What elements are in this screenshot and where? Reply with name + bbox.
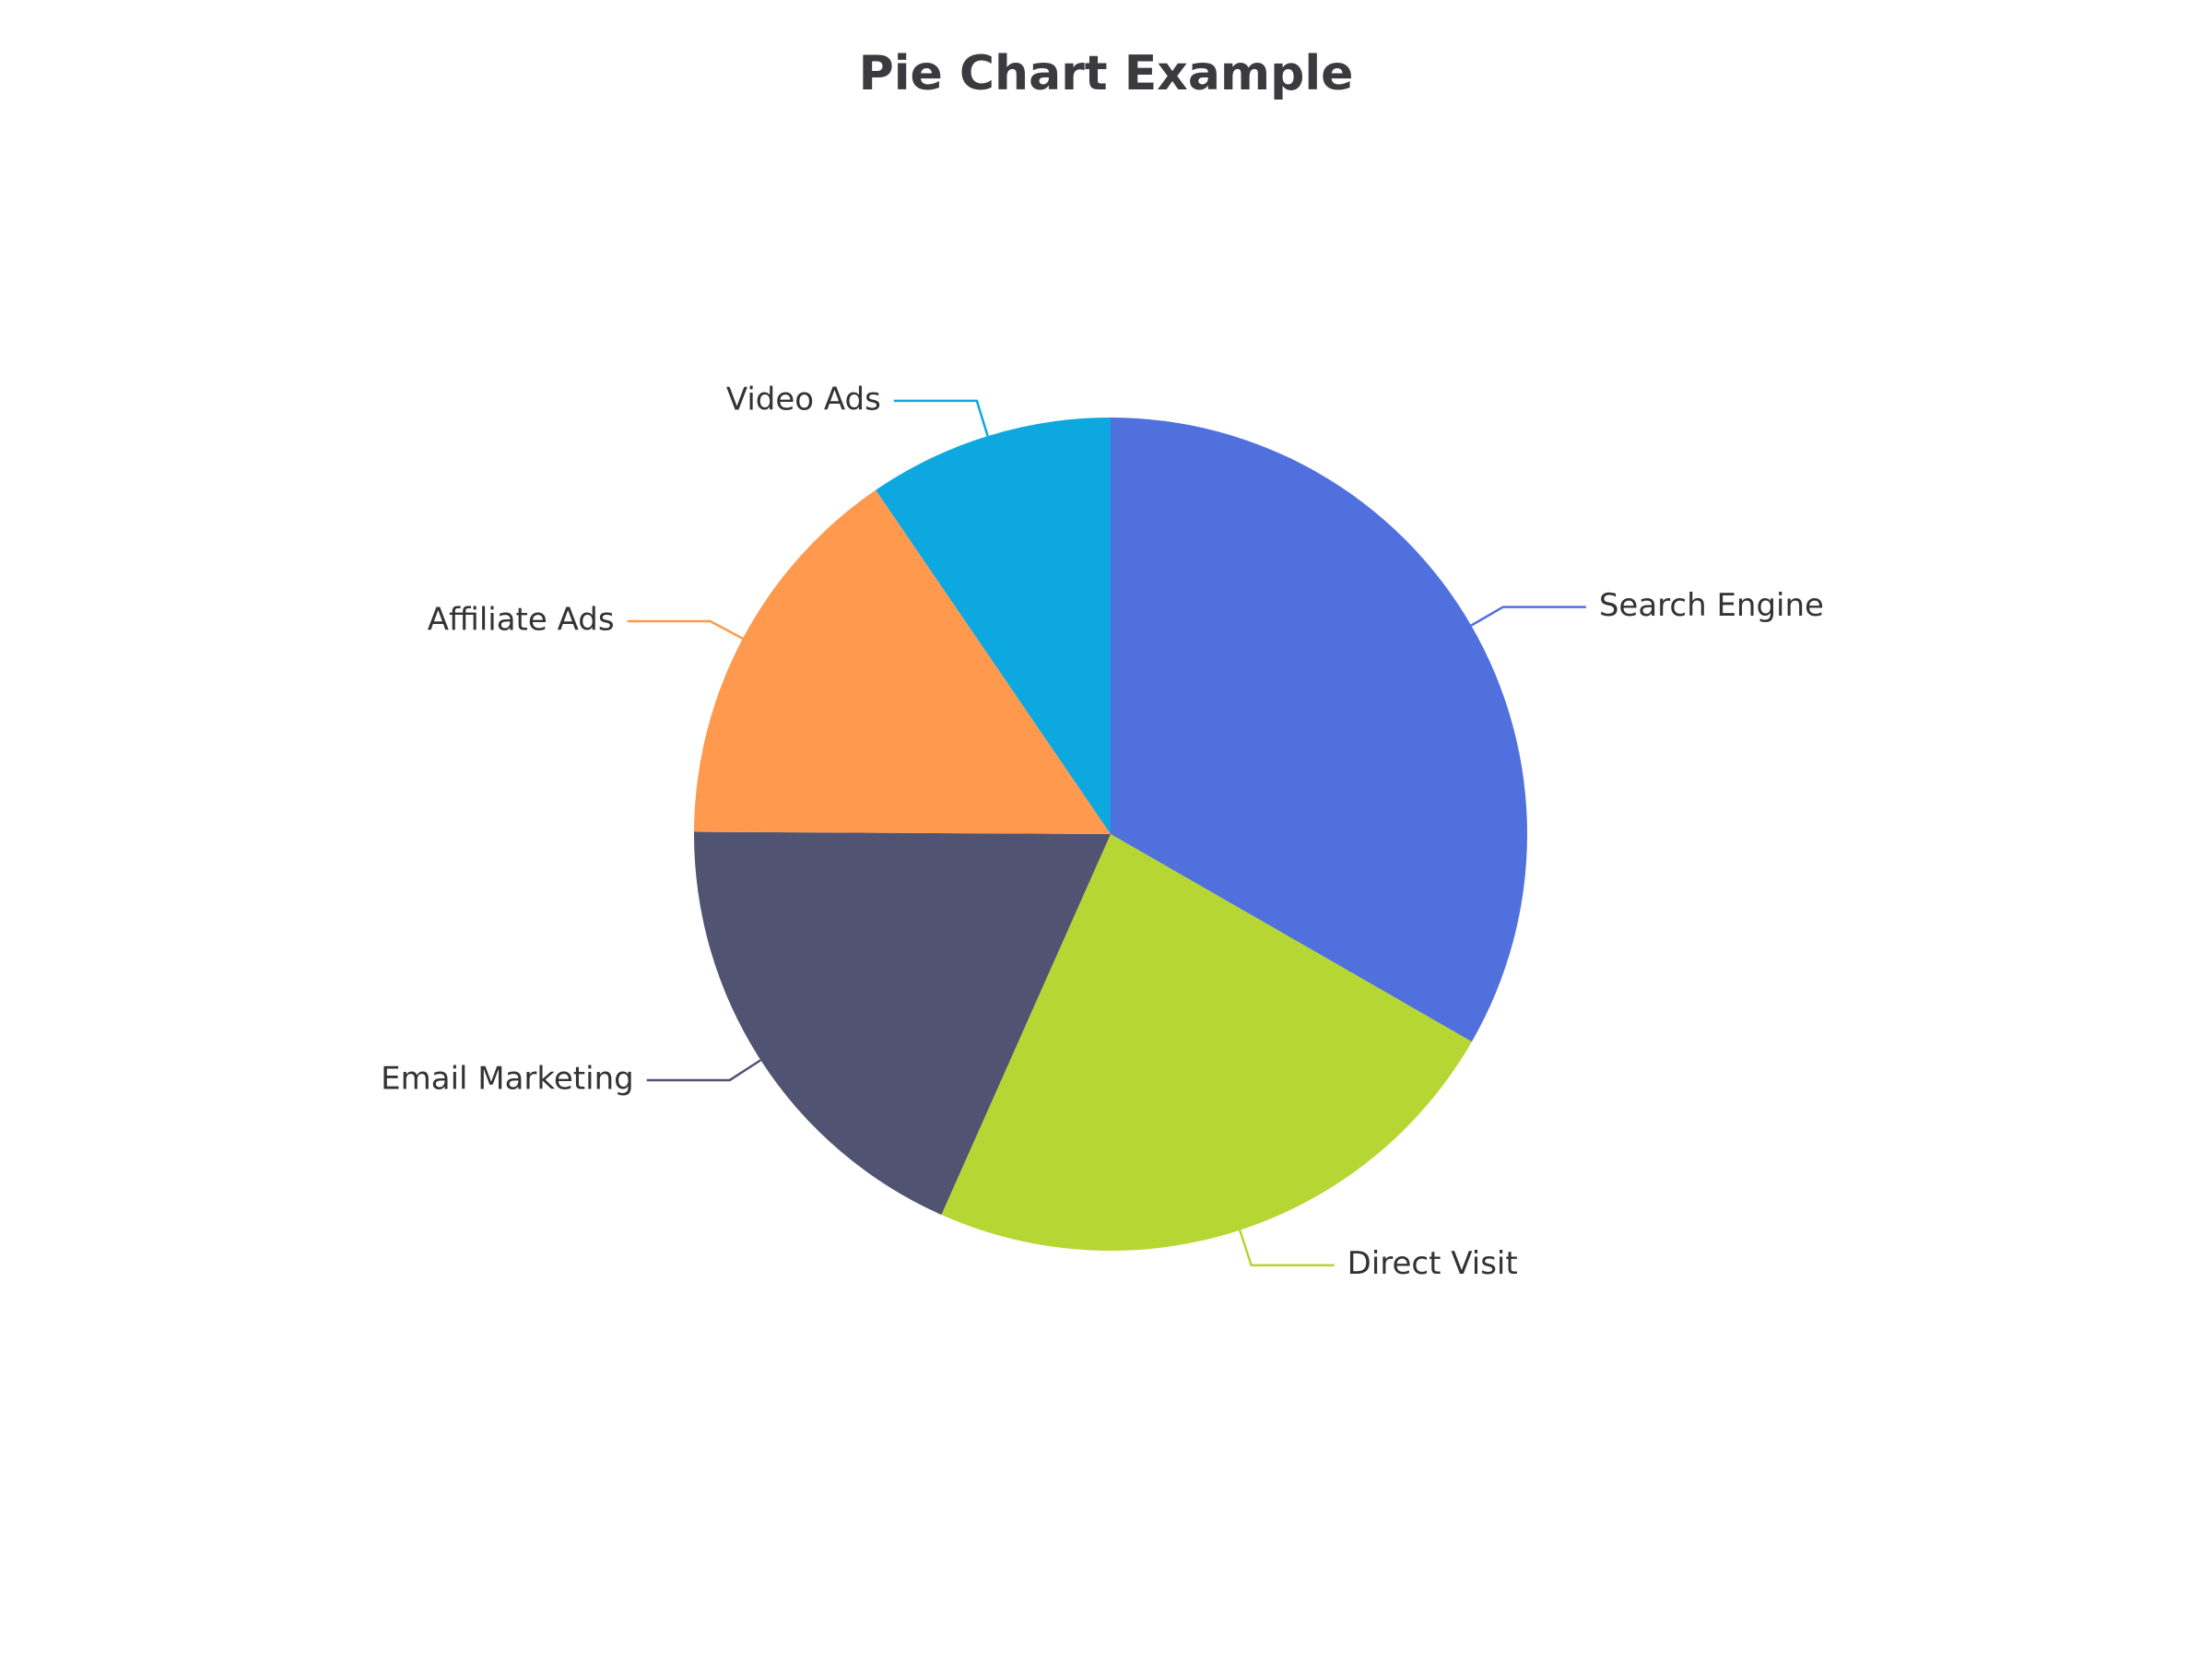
slice-label-affiliate-ads: Affiliate Ads <box>428 602 615 639</box>
slice-label-email-marketing: Email Marketing <box>381 1060 634 1097</box>
pie-slice-video-ads[interactable] <box>876 418 1111 834</box>
slice-label-direct-visit: Direct Visit <box>1347 1245 1518 1282</box>
leader-line-email-marketing <box>646 1059 761 1082</box>
pie-slice-direct-visit[interactable] <box>941 834 1472 1252</box>
pie-slices <box>694 418 1527 1252</box>
pie-slice-affiliate-ads[interactable] <box>694 489 1111 834</box>
leader-line-affiliate-ads <box>627 619 744 640</box>
slice-label-search-engine: Search Engine <box>1599 587 1824 624</box>
chart-title: Pie Chart Example <box>858 46 1354 101</box>
leader-line-direct-visit <box>1239 1230 1335 1266</box>
leader-line-search-engine <box>1470 606 1586 627</box>
pie-slice-email-marketing[interactable] <box>694 831 1111 1216</box>
leader-line-video-ads <box>893 399 989 437</box>
pie-slice-search-engine[interactable] <box>1111 418 1527 1042</box>
slice-label-video-ads: Video Ads <box>726 381 881 418</box>
pie-labels: Search Engine Direct Visit Email Marketing… <box>381 381 1824 1282</box>
